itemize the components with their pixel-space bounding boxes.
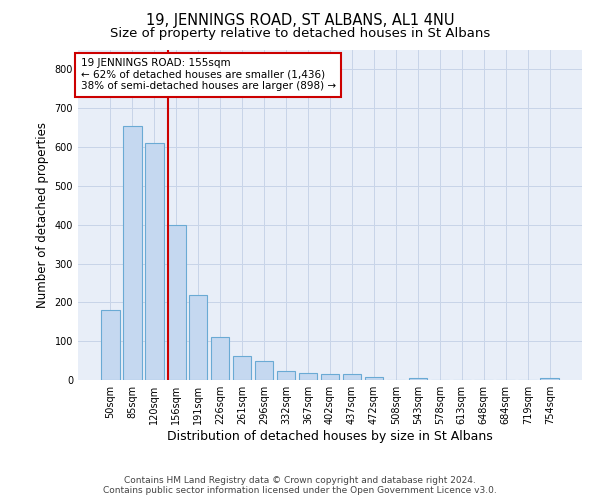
Bar bbox=[145, 143, 164, 380]
Bar bbox=[123, 126, 142, 380]
Text: Size of property relative to detached houses in St Albans: Size of property relative to detached ho… bbox=[110, 28, 490, 40]
Text: 19 JENNINGS ROAD: 155sqm
← 62% of detached houses are smaller (1,436)
38% of sem: 19 JENNINGS ROAD: 155sqm ← 62% of detach… bbox=[80, 58, 335, 92]
Bar bbox=[255, 360, 274, 380]
Bar bbox=[101, 310, 119, 380]
Bar bbox=[233, 356, 251, 380]
Bar bbox=[409, 378, 427, 380]
X-axis label: Distribution of detached houses by size in St Albans: Distribution of detached houses by size … bbox=[167, 430, 493, 443]
Bar bbox=[277, 372, 295, 380]
Bar bbox=[167, 224, 185, 380]
Bar bbox=[189, 296, 208, 380]
Bar bbox=[299, 373, 317, 380]
Bar bbox=[541, 378, 559, 380]
Bar bbox=[343, 374, 361, 380]
Bar bbox=[320, 374, 340, 380]
Y-axis label: Number of detached properties: Number of detached properties bbox=[36, 122, 49, 308]
Bar bbox=[365, 377, 383, 380]
Text: 19, JENNINGS ROAD, ST ALBANS, AL1 4NU: 19, JENNINGS ROAD, ST ALBANS, AL1 4NU bbox=[146, 12, 454, 28]
Bar bbox=[211, 338, 229, 380]
Text: Contains HM Land Registry data © Crown copyright and database right 2024.
Contai: Contains HM Land Registry data © Crown c… bbox=[103, 476, 497, 495]
